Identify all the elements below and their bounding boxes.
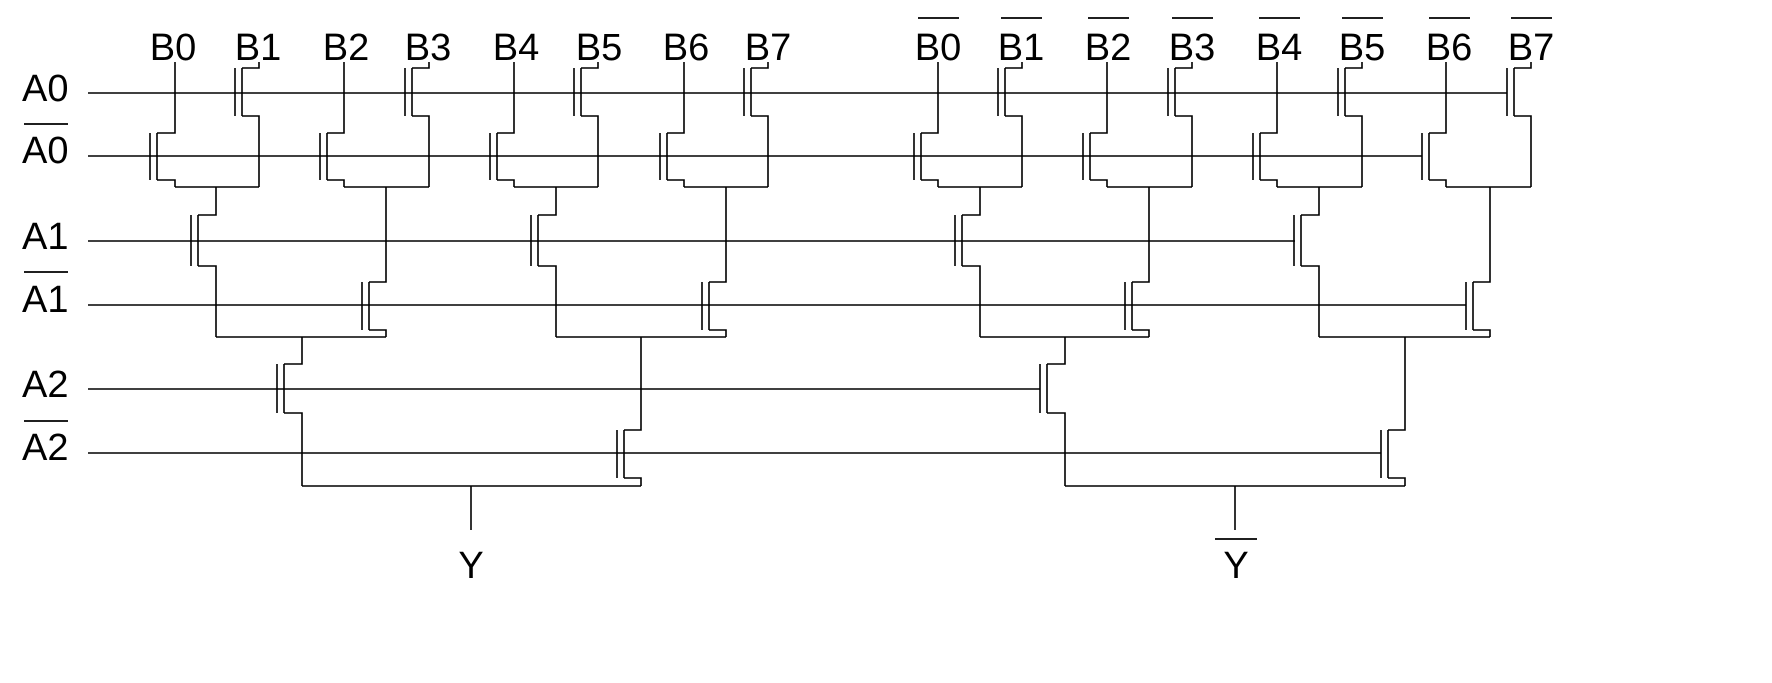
transistor-b2 (319, 62, 345, 187)
output-labels: Y Y (458, 538, 1257, 587)
stage2-t-a1-3 (954, 187, 981, 337)
stage2-t-a1bar-1 (361, 187, 387, 337)
stage2-t-a1-1 (190, 187, 217, 337)
stage3-t-a2-ybar (1039, 337, 1066, 486)
top-label-b1-bar: B1 (998, 27, 1044, 69)
transistor-b3-bar (1167, 62, 1193, 187)
output-label-y-bar: Y (1223, 545, 1248, 587)
select-line-labels: A0 A0 A1 A1 A2 A2 (22, 68, 68, 469)
transistor-b0 (149, 62, 176, 187)
stage2-t-a1-2 (530, 187, 557, 337)
transistor-b6 (659, 62, 685, 187)
output-label-y: Y (458, 545, 483, 587)
stage1-transistors (149, 62, 1532, 188)
transistor-b7 (743, 62, 769, 187)
stage3-t-a2-y (276, 337, 303, 486)
top-label-b2: B2 (323, 27, 369, 69)
top-label-b6-bar: B6 (1426, 27, 1472, 69)
transistor-b1-bar (997, 62, 1023, 187)
stage2-t-a1-4 (1293, 187, 1320, 337)
top-input-labels: B0 B1 B2 B3 B4 B5 B6 B7 B0 B1 B2 B3 B4 B… (150, 17, 1554, 69)
select-lines (88, 92, 1507, 454)
row-label-a2-bar: A2 (22, 427, 68, 469)
row-label-a1: A1 (22, 216, 68, 258)
transistor-b0-bar (913, 62, 939, 187)
row-label-a0-bar: A0 (22, 130, 68, 172)
transistor-b6-bar (1421, 62, 1447, 187)
top-label-b1: B1 (235, 27, 281, 69)
top-label-b5: B5 (576, 27, 622, 69)
stage2-t-a1bar-4 (1465, 187, 1491, 337)
transistor-b3 (404, 62, 430, 187)
stage3-t-a2bar-ybar (1380, 337, 1406, 486)
stage3-transistors (276, 337, 1406, 487)
top-label-b4-bar: B4 (1256, 27, 1302, 69)
top-label-b0: B0 (150, 27, 196, 69)
transistor-b5 (573, 62, 599, 187)
top-label-b6: B6 (663, 27, 709, 69)
top-label-b4: B4 (493, 27, 539, 69)
stage2-t-a1bar-2 (701, 187, 727, 337)
transistor-b2-bar (1082, 62, 1108, 187)
transistor-b4-bar (1252, 62, 1278, 187)
top-label-b3: B3 (405, 27, 451, 69)
transistor-b1 (234, 62, 260, 187)
stage2-t-a1bar-3 (1124, 187, 1150, 337)
transistor-b7-bar (1506, 62, 1532, 187)
row-label-a2: A2 (22, 364, 68, 406)
top-label-b2-bar: B2 (1085, 27, 1131, 69)
row-label-overbars (24, 123, 68, 422)
transistor-b4 (489, 62, 515, 187)
stage2-transistors (190, 187, 1491, 338)
row-label-a0: A0 (22, 68, 68, 110)
stage3-t-a2bar-y (616, 337, 642, 486)
transistor-b5-bar (1337, 62, 1363, 187)
output-leads (470, 486, 1236, 530)
row-label-a1-bar: A1 (22, 279, 68, 321)
